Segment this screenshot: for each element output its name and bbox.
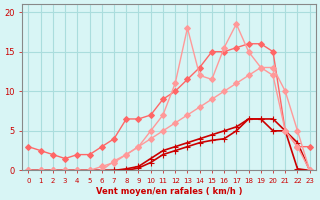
X-axis label: Vent moyen/en rafales ( km/h ): Vent moyen/en rafales ( km/h ) bbox=[96, 187, 242, 196]
